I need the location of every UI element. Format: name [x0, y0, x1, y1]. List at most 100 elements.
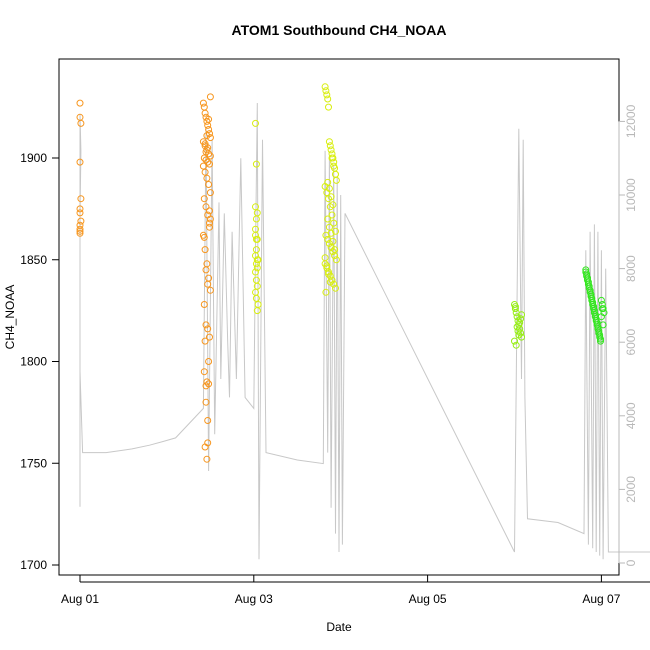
- data-point: [206, 134, 214, 142]
- data-point: [596, 333, 604, 341]
- data-point: [76, 205, 84, 213]
- series-aug-06: [511, 301, 525, 349]
- data-point: [329, 237, 337, 245]
- data-point: [332, 170, 339, 178]
- data-point: [204, 158, 212, 166]
- y-axis-left: 1700 1750 1800 1850 1900: [20, 151, 59, 572]
- data-point: [584, 280, 592, 288]
- data-point: [518, 311, 525, 319]
- data-point: [515, 331, 523, 339]
- data-point: [595, 329, 603, 337]
- data-point: [199, 99, 207, 107]
- data-point: [201, 337, 209, 345]
- data-point: [252, 231, 259, 239]
- data-point: [206, 219, 213, 227]
- data-point: [77, 195, 85, 203]
- data-point: [332, 176, 340, 184]
- y2-tick-label: 10000: [624, 178, 638, 212]
- data-point: [206, 333, 213, 341]
- data-point: [513, 313, 521, 321]
- data-point: [76, 225, 84, 233]
- data-point: [202, 266, 210, 274]
- data-point: [201, 246, 209, 254]
- series-aug-07: [582, 266, 608, 345]
- data-point: [325, 240, 333, 247]
- data-point: [326, 278, 334, 286]
- data-point: [326, 142, 334, 150]
- data-point: [325, 268, 332, 276]
- data-point: [206, 215, 214, 223]
- data-point: [323, 262, 331, 270]
- data-point: [252, 203, 259, 211]
- y-tick-label: 1800: [20, 355, 47, 369]
- data-point: [594, 325, 602, 333]
- data-point: [205, 115, 213, 123]
- data-point: [76, 227, 84, 235]
- y-axis-label: CH4_NOAA: [3, 285, 17, 350]
- data-point: [328, 150, 336, 158]
- data-point: [201, 168, 209, 176]
- data-point: [590, 305, 598, 313]
- x-axis-label: Date: [326, 620, 352, 634]
- data-point: [77, 217, 85, 225]
- data-point: [252, 119, 259, 127]
- data-point: [252, 268, 259, 276]
- data-point: [591, 313, 599, 321]
- data-point: [206, 152, 214, 160]
- y2-tick-label: 12000: [624, 104, 638, 138]
- data-point: [252, 215, 260, 223]
- data-point: [327, 229, 335, 237]
- data-point: [202, 148, 210, 156]
- data-point: [512, 341, 520, 349]
- chart-title: ATOM1 Southbound CH4_NOAA: [232, 22, 447, 38]
- data-point: [252, 246, 260, 254]
- data-point: [76, 158, 84, 166]
- data-point: [206, 286, 214, 294]
- data-point: [200, 301, 208, 308]
- data-point: [200, 195, 208, 203]
- data-point: [513, 323, 521, 331]
- data-point: [324, 215, 332, 223]
- data-point: [330, 280, 338, 288]
- data-point: [205, 181, 213, 188]
- data-point: [332, 227, 339, 235]
- y2-tick-label: 2000: [624, 476, 638, 503]
- data-point: [253, 282, 261, 290]
- data-point: [203, 117, 211, 125]
- data-point: [324, 95, 332, 103]
- data-point: [325, 103, 332, 111]
- data-point: [202, 382, 210, 390]
- data-point: [325, 138, 333, 146]
- data-point: [328, 211, 336, 219]
- data-point: [202, 321, 210, 329]
- data-point: [587, 292, 595, 300]
- data-point: [592, 317, 600, 325]
- data-point: [331, 246, 339, 254]
- data-point: [322, 288, 330, 296]
- data-point: [325, 270, 332, 278]
- data-point: [203, 174, 211, 182]
- data-point: [206, 93, 214, 101]
- data-point: [517, 315, 525, 323]
- data-point: [598, 301, 606, 308]
- data-point: [77, 119, 85, 127]
- data-point: [253, 264, 261, 272]
- series-aug-01: [76, 93, 214, 463]
- data-point: [202, 156, 210, 164]
- x-tick-label: Aug 05: [409, 592, 447, 606]
- data-point: [590, 309, 598, 317]
- data-point: [583, 272, 591, 280]
- y-tick-label: 1750: [20, 456, 47, 470]
- data-point: [76, 99, 84, 107]
- y-tick-label: 1850: [20, 253, 47, 267]
- data-point: [584, 276, 591, 284]
- data-point: [593, 321, 601, 329]
- data-point: [253, 307, 261, 315]
- data-point: [586, 288, 594, 296]
- data-point: [76, 209, 84, 217]
- data-point: [199, 162, 207, 170]
- data-point: [323, 91, 331, 99]
- data-point: [199, 138, 207, 146]
- data-point: [588, 296, 596, 304]
